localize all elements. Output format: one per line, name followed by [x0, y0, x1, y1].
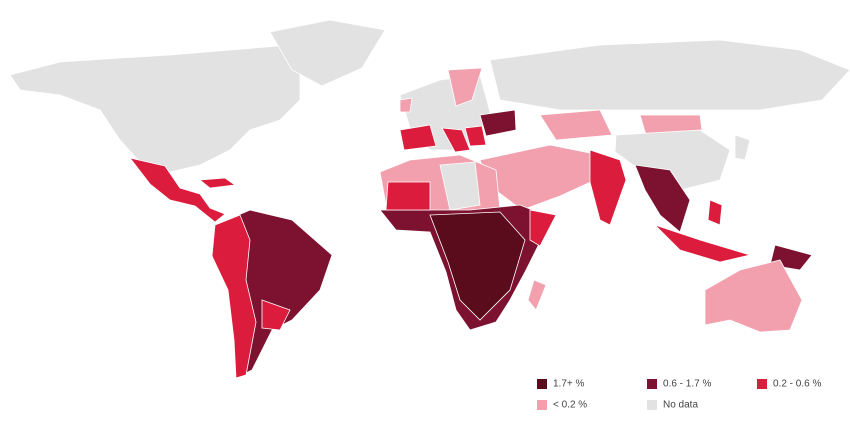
country-region [447, 67, 483, 107]
legend-swatch [537, 400, 547, 410]
country-region [261, 299, 291, 331]
legend-label: No data [663, 400, 698, 411]
country-region [489, 39, 850, 111]
country-region [269, 19, 386, 87]
country-region [399, 124, 437, 151]
country-region [399, 97, 413, 113]
country-region [734, 134, 751, 161]
country-region [654, 224, 752, 263]
country-region [198, 177, 237, 189]
country-region [589, 149, 627, 226]
country-region [464, 125, 487, 147]
map [9, 19, 850, 379]
country-region [527, 279, 547, 311]
legend: 1.7+ % 0.6 - 1.7 % 0.2 - 0.6 % < 0.2 % No da… [537, 379, 821, 411]
country-region [639, 114, 703, 136]
country-region [529, 209, 557, 247]
legend-label: 0.2 - 0.6 % [773, 379, 821, 390]
country-region [441, 127, 471, 153]
legend-swatch [537, 379, 547, 389]
legend-swatch [647, 379, 657, 389]
country-region [439, 161, 481, 211]
country-region [707, 199, 723, 226]
legend-swatch [757, 379, 767, 389]
legend-swatch [647, 400, 657, 410]
country-region [211, 214, 257, 379]
country-region [429, 211, 526, 321]
legend-label: 1.7+ % [553, 379, 585, 390]
country-region [479, 109, 517, 137]
country-region [385, 181, 431, 211]
country-region [129, 157, 226, 223]
legend-label: < 0.2 % [553, 400, 587, 411]
country-region [634, 164, 691, 233]
country-region [539, 109, 613, 141]
legend-label: 0.6 - 1.7 % [663, 379, 711, 390]
country-region [704, 259, 803, 333]
country-region [9, 44, 301, 173]
country-region [614, 129, 731, 191]
